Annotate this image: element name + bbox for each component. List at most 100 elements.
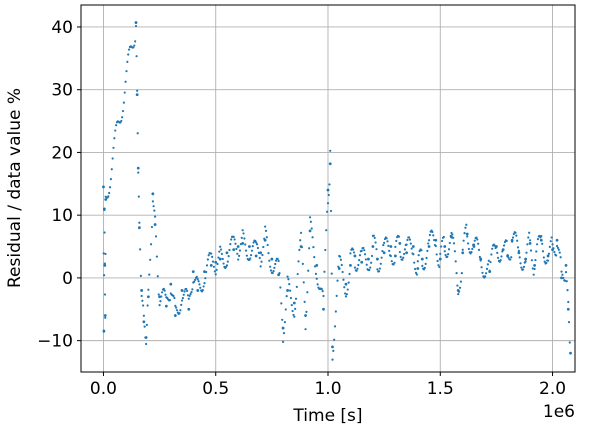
data-point	[232, 248, 236, 252]
data-point	[449, 234, 452, 238]
data-point	[372, 234, 375, 237]
data-point	[411, 245, 415, 248]
grid-lines	[81, 5, 575, 372]
data-point	[466, 235, 469, 238]
data-point	[209, 263, 213, 267]
data-point	[547, 252, 551, 255]
data-point	[356, 267, 359, 270]
data-point	[408, 236, 411, 239]
data-point	[313, 265, 317, 268]
data-point	[519, 262, 522, 265]
data-point	[326, 202, 330, 205]
data-point	[217, 256, 220, 259]
data-point	[540, 234, 543, 238]
data-point	[291, 309, 294, 313]
data-point	[156, 275, 159, 278]
data-point	[229, 242, 232, 246]
data-point	[516, 246, 520, 249]
data-point	[187, 307, 191, 311]
data-point	[568, 341, 571, 344]
data-point	[227, 255, 230, 258]
data-point	[409, 242, 412, 245]
data-point	[248, 245, 251, 248]
data-point	[473, 239, 476, 242]
data-point	[477, 242, 480, 245]
data-point	[522, 265, 526, 268]
data-point	[412, 253, 415, 256]
data-point	[528, 239, 532, 242]
data-point	[234, 242, 237, 245]
data-point	[298, 248, 301, 251]
data-point	[180, 289, 184, 292]
data-point	[408, 238, 412, 241]
data-point	[264, 225, 267, 228]
data-point	[363, 253, 367, 256]
data-point	[187, 297, 190, 300]
data-point	[108, 186, 112, 189]
data-point	[329, 149, 332, 152]
data-point	[344, 292, 347, 295]
data-point	[490, 253, 493, 256]
data-point	[195, 275, 198, 278]
data-point	[452, 242, 456, 245]
data-point	[302, 281, 305, 284]
data-point	[103, 314, 107, 317]
data-point	[451, 233, 454, 236]
data-point	[280, 302, 283, 305]
data-point	[545, 261, 548, 265]
data-point	[104, 252, 107, 256]
data-point	[420, 257, 424, 261]
x-axis-ticks: 0.0 0.5 1.0 1.5 2.0	[90, 372, 566, 399]
data-point	[267, 252, 270, 255]
data-point	[237, 258, 240, 261]
data-point	[535, 250, 538, 253]
data-point	[569, 351, 572, 355]
data-point	[123, 91, 126, 94]
data-point	[262, 245, 265, 249]
data-point	[153, 209, 156, 212]
data-point	[418, 250, 421, 253]
data-point	[461, 248, 464, 251]
data-point	[103, 208, 106, 212]
data-point	[530, 259, 533, 262]
data-point	[521, 268, 525, 271]
data-point	[236, 252, 239, 255]
data-point	[241, 229, 244, 232]
data-point	[355, 269, 358, 272]
data-point	[186, 294, 190, 297]
data-point	[567, 300, 570, 304]
data-point	[141, 299, 144, 302]
data-point	[321, 290, 324, 293]
data-point	[232, 235, 235, 238]
data-point	[145, 323, 148, 326]
data-point	[539, 238, 543, 242]
data-point	[259, 251, 263, 255]
data-point	[196, 289, 200, 292]
data-point	[555, 244, 559, 248]
data-point	[329, 209, 333, 213]
data-point	[124, 80, 127, 83]
data-point	[273, 266, 276, 269]
data-point	[488, 269, 491, 272]
data-point	[531, 267, 534, 270]
data-point	[103, 274, 106, 277]
data-point	[150, 225, 154, 229]
data-point	[122, 101, 125, 104]
data-point	[420, 249, 423, 252]
data-point	[277, 259, 280, 263]
data-point	[157, 293, 160, 296]
data-point	[164, 304, 168, 308]
data-point	[406, 238, 409, 242]
data-point	[534, 258, 537, 262]
y-tick-label: 30	[51, 81, 73, 101]
data-point	[134, 40, 137, 43]
data-point	[427, 239, 431, 242]
data-point	[173, 314, 177, 317]
data-point	[230, 238, 233, 241]
data-point	[193, 278, 197, 282]
data-point	[376, 268, 379, 271]
data-point	[137, 226, 141, 230]
data-point	[564, 263, 568, 267]
data-point	[555, 238, 559, 242]
data-point	[424, 262, 427, 266]
